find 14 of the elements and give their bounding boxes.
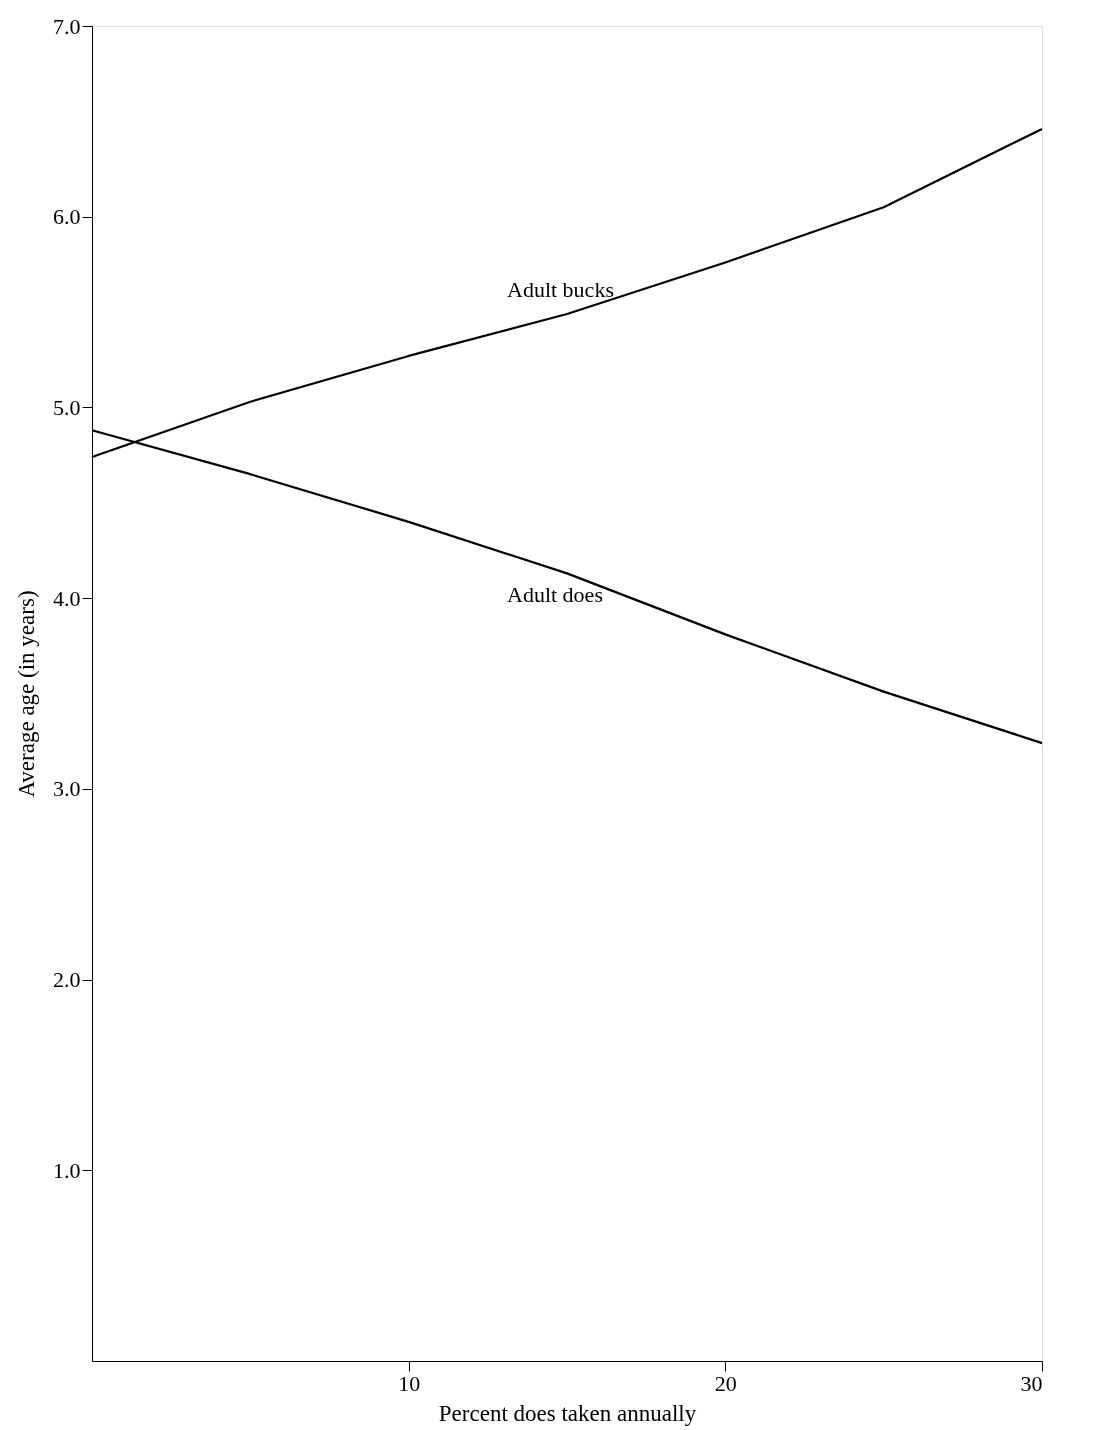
series-label: Adult bucks bbox=[507, 276, 614, 302]
y-axis-title: Average age (in years) bbox=[14, 590, 39, 798]
x-tick-label: 20 bbox=[714, 1370, 737, 1396]
x-tick-label: 10 bbox=[398, 1370, 421, 1396]
y-tick-label: 3.0 bbox=[53, 776, 81, 802]
x-axis-title: Percent does taken annually bbox=[438, 1400, 697, 1426]
y-tick-label: 5.0 bbox=[53, 394, 81, 420]
y-tick-label: 2.0 bbox=[53, 967, 81, 993]
y-tick-label: 1.0 bbox=[53, 1157, 81, 1183]
series-label: Adult does bbox=[507, 582, 603, 608]
y-tick-label: 4.0 bbox=[53, 585, 81, 611]
y-tick-label: 7.0 bbox=[53, 13, 81, 39]
x-tick-label: 30 bbox=[1020, 1370, 1043, 1396]
y-tick-label: 6.0 bbox=[53, 204, 81, 230]
